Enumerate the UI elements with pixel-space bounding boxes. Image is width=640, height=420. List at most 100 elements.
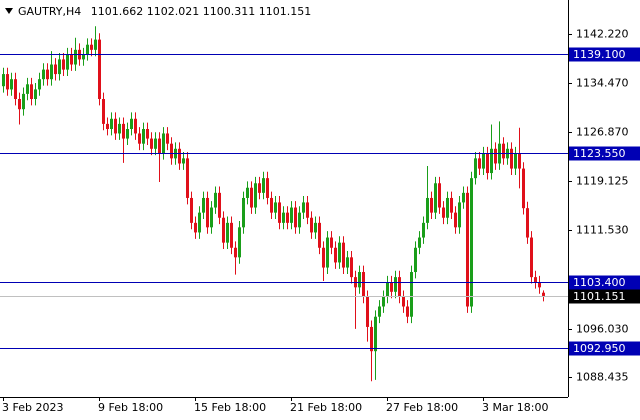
candle-body <box>314 222 317 233</box>
candle-body <box>338 242 341 263</box>
x-tick-label: 3 Feb 2023 <box>2 401 63 414</box>
candle-body <box>450 197 453 213</box>
candle-body <box>442 207 445 218</box>
candle-body <box>486 153 489 174</box>
candle-body <box>10 79 13 90</box>
header-close: 1101.151 <box>259 5 312 18</box>
candle-body <box>530 237 533 278</box>
candle-body <box>66 54 69 70</box>
candle-body <box>206 197 209 228</box>
candle-body <box>374 316 377 352</box>
chart-header: GAUTRY,H4 1101.662 1102.021 1100.311 110… <box>18 5 311 18</box>
candle-body <box>178 148 181 164</box>
candle-body <box>170 143 173 159</box>
candle-body <box>334 247 337 263</box>
candle-body <box>378 306 381 317</box>
candle-body <box>454 212 457 228</box>
level-label: 1123.550 <box>573 147 626 160</box>
header-high: 1102.021 <box>147 5 200 18</box>
candle-body <box>286 212 289 223</box>
candle-body <box>82 54 85 60</box>
candle-body <box>362 272 365 297</box>
candle-body <box>298 212 301 228</box>
level-label: 1139.100 <box>573 48 626 61</box>
candle-body <box>346 257 349 268</box>
candle-body <box>134 118 137 134</box>
candle-body <box>150 138 153 149</box>
candle-body <box>90 44 93 50</box>
candle-body <box>502 143 505 159</box>
candle-body <box>126 128 129 139</box>
candle-body <box>46 69 49 80</box>
candle-body <box>98 39 101 99</box>
candle-body <box>162 133 165 154</box>
candle-body <box>386 282 389 297</box>
y-tick-label: 1111.530 <box>576 224 629 237</box>
candle-body <box>74 49 77 65</box>
candle-body <box>30 84 33 99</box>
candle-body <box>138 133 141 144</box>
candle-body <box>190 197 193 223</box>
candle-body <box>230 222 233 248</box>
candle-body <box>402 296 405 307</box>
candle-body <box>106 123 109 129</box>
candle-body <box>194 222 197 233</box>
candle-body <box>438 183 441 208</box>
candle-body <box>154 138 157 149</box>
level-label-box <box>569 341 640 356</box>
candle-body <box>26 84 29 94</box>
menu-triangle[interactable] <box>5 8 13 14</box>
candle-body <box>306 202 309 218</box>
candle-body <box>278 202 281 223</box>
candle-body <box>410 272 413 317</box>
candle-body <box>246 187 249 198</box>
candle-body <box>198 212 201 233</box>
candle-body <box>166 133 169 144</box>
candle-body <box>458 202 461 228</box>
y-tick-label: 1142.220 <box>576 28 629 41</box>
candle-body <box>62 59 65 70</box>
level-label-box <box>569 146 640 161</box>
candle-body <box>326 237 329 268</box>
candle-body <box>86 44 89 55</box>
candle-body <box>462 192 465 203</box>
header-open: 1101.662 <box>91 5 144 18</box>
candle-body <box>158 138 161 154</box>
y-tick-label: 1096.030 <box>576 323 629 336</box>
candle-body <box>238 227 241 258</box>
candle-body <box>114 118 117 134</box>
candle-body <box>514 153 517 169</box>
y-tick-label: 1134.470 <box>576 77 629 90</box>
candle-body <box>250 187 253 208</box>
candle-body <box>330 237 333 248</box>
candle-body <box>142 128 145 144</box>
candle-body <box>102 98 105 124</box>
candle-body <box>350 257 353 278</box>
candle-body <box>94 39 97 50</box>
candle-body <box>446 197 449 218</box>
candle-body <box>226 222 229 243</box>
candle-body <box>390 282 393 292</box>
level-label: 1103.400 <box>573 276 626 289</box>
candle-body <box>38 79 41 90</box>
x-tick-label: 9 Feb 18:00 <box>98 401 163 414</box>
candle-body <box>6 74 9 90</box>
candle-body <box>222 217 225 243</box>
level-label: 1092.950 <box>573 342 626 355</box>
candle-body <box>482 153 485 169</box>
candle-body <box>34 89 37 99</box>
candle-body <box>54 64 57 75</box>
candle-body <box>50 64 53 80</box>
candle-body <box>358 272 361 288</box>
candle-body <box>302 202 305 213</box>
candle-body <box>254 183 257 208</box>
candle-body <box>466 192 469 307</box>
candle-body <box>258 183 261 193</box>
candle-body <box>406 306 409 317</box>
candle-body <box>318 222 321 248</box>
candle-body <box>414 247 417 273</box>
candle-body <box>146 128 149 139</box>
x-tick-label: 21 Feb 18:00 <box>290 401 362 414</box>
candle-body <box>474 158 477 179</box>
